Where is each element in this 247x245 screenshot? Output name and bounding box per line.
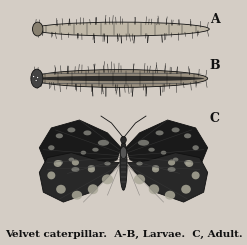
Ellipse shape	[168, 159, 175, 166]
Ellipse shape	[185, 160, 193, 167]
Ellipse shape	[138, 140, 149, 146]
Ellipse shape	[33, 22, 43, 36]
Polygon shape	[126, 120, 208, 175]
Ellipse shape	[33, 75, 35, 78]
Ellipse shape	[152, 165, 159, 170]
Ellipse shape	[148, 148, 155, 152]
Ellipse shape	[120, 141, 127, 190]
Ellipse shape	[184, 133, 191, 138]
Ellipse shape	[88, 184, 98, 194]
Ellipse shape	[31, 70, 208, 87]
Ellipse shape	[37, 73, 202, 74]
Ellipse shape	[172, 127, 180, 132]
Ellipse shape	[37, 83, 202, 84]
Ellipse shape	[165, 191, 175, 200]
Ellipse shape	[192, 172, 200, 179]
Ellipse shape	[134, 174, 145, 184]
Polygon shape	[39, 120, 121, 175]
Ellipse shape	[121, 136, 126, 143]
Ellipse shape	[37, 76, 39, 79]
Text: Velvet caterpillar.  A-B, Larvae.  C, Adult.: Velvet caterpillar. A-B, Larvae. C, Adul…	[5, 230, 242, 239]
Text: B: B	[209, 59, 220, 72]
Ellipse shape	[167, 167, 176, 172]
Polygon shape	[127, 153, 208, 202]
Ellipse shape	[98, 140, 109, 146]
Ellipse shape	[152, 167, 159, 172]
Ellipse shape	[156, 130, 164, 135]
Ellipse shape	[48, 145, 55, 150]
Ellipse shape	[104, 161, 111, 166]
Ellipse shape	[71, 167, 79, 172]
Text: C: C	[210, 111, 220, 124]
Ellipse shape	[173, 158, 178, 161]
Ellipse shape	[72, 191, 82, 200]
Ellipse shape	[181, 185, 191, 194]
Ellipse shape	[35, 76, 204, 81]
Ellipse shape	[136, 161, 143, 166]
Ellipse shape	[83, 130, 91, 135]
Polygon shape	[39, 153, 120, 202]
Ellipse shape	[161, 151, 166, 155]
Ellipse shape	[69, 158, 74, 161]
Ellipse shape	[88, 167, 95, 172]
Ellipse shape	[92, 148, 99, 152]
Ellipse shape	[149, 184, 159, 194]
Ellipse shape	[54, 160, 62, 167]
Ellipse shape	[120, 147, 127, 159]
Ellipse shape	[88, 165, 95, 170]
Ellipse shape	[56, 185, 66, 194]
Ellipse shape	[184, 160, 191, 165]
Ellipse shape	[192, 145, 199, 150]
Ellipse shape	[33, 22, 209, 36]
Ellipse shape	[72, 159, 79, 166]
Ellipse shape	[47, 172, 55, 179]
Ellipse shape	[31, 69, 43, 88]
Text: A: A	[210, 13, 220, 26]
Ellipse shape	[81, 151, 86, 155]
Ellipse shape	[35, 79, 37, 82]
Ellipse shape	[102, 174, 113, 184]
Ellipse shape	[67, 127, 75, 132]
Ellipse shape	[56, 133, 63, 138]
Ellipse shape	[56, 160, 63, 165]
